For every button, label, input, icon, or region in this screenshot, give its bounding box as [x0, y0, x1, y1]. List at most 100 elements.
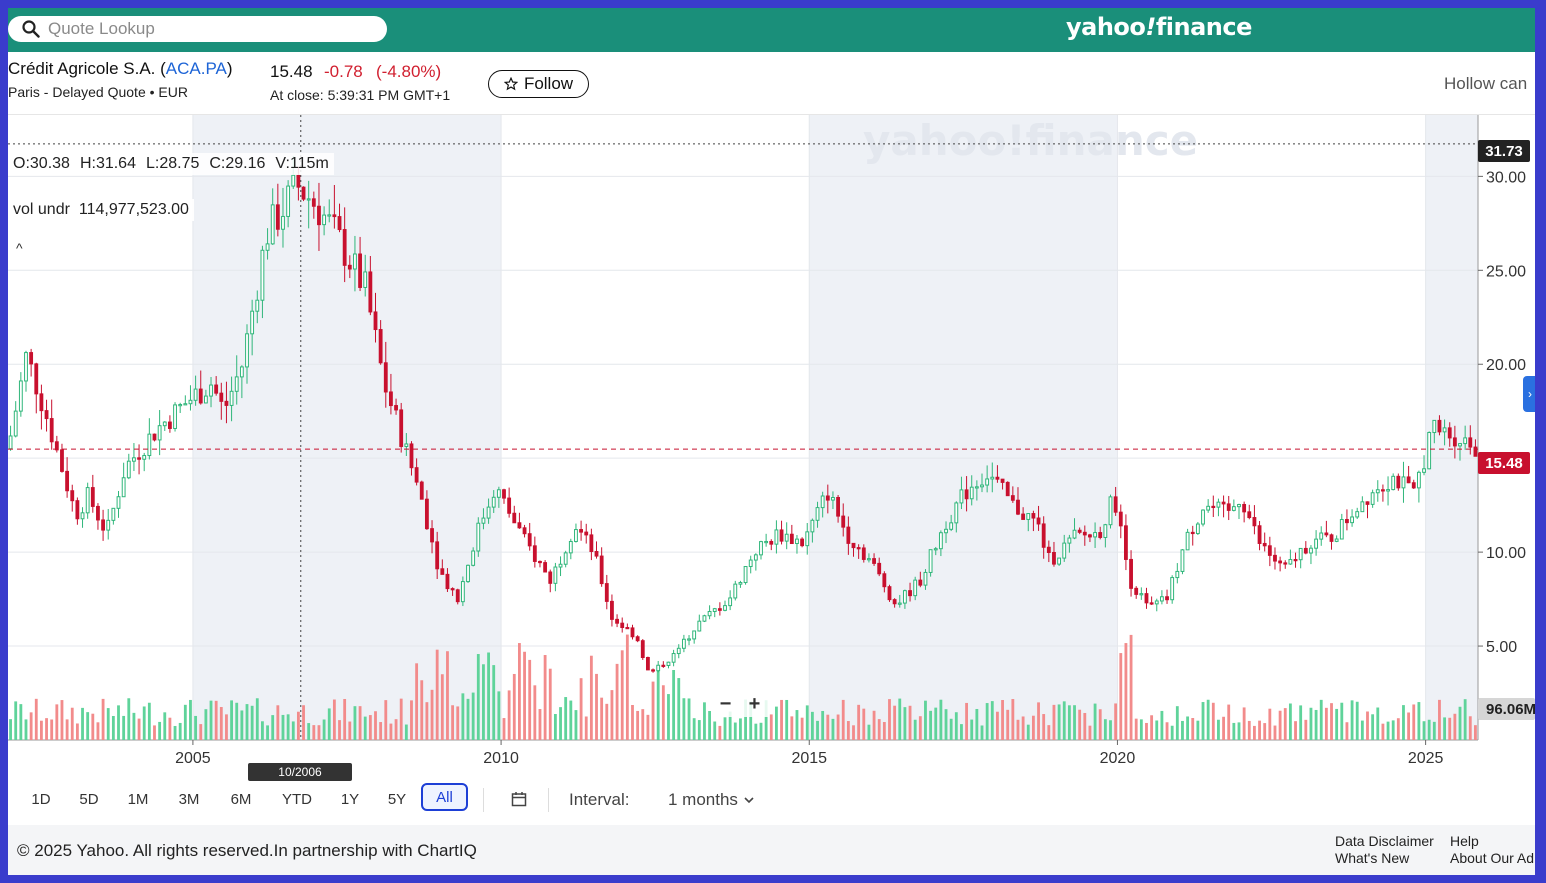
range-5y-button[interactable]: 5Y — [385, 783, 409, 815]
zoom-controls: − + — [711, 691, 769, 717]
price-chart[interactable]: yahoo!finance 30.00 25.00 20.00 10.00 5.00 200… — [8, 115, 1535, 775]
whats-new-link[interactable]: What's New — [1335, 850, 1410, 866]
candle-body — [887, 586, 892, 601]
volume-bar — [1453, 713, 1457, 740]
volume-bar — [800, 717, 804, 740]
ohlc-high: H:31.64 — [79, 155, 136, 172]
help-link[interactable]: Help — [1450, 833, 1479, 849]
calendar-icon[interactable] — [511, 791, 527, 807]
quote-header: Crédit Agricole S.A. (ACA.PA) Paris - De… — [8, 52, 1535, 115]
volume-bar — [1206, 699, 1210, 740]
candle-body — [1057, 557, 1062, 565]
candle-body — [517, 522, 522, 529]
candle-body — [70, 490, 75, 502]
expand-sidebar-button[interactable]: › — [1523, 376, 1535, 412]
volume-bar — [127, 698, 131, 740]
volume-bar — [1278, 710, 1282, 740]
candle-body — [1406, 476, 1411, 484]
star-icon — [503, 77, 518, 91]
ohlc-low: L:28.75 — [145, 155, 200, 172]
volume-bar — [1438, 699, 1441, 740]
candle-body — [255, 299, 260, 312]
volume-bar — [70, 707, 74, 740]
volume-bar — [1067, 705, 1071, 740]
volume-bar — [821, 710, 825, 740]
search-input[interactable] — [46, 18, 370, 40]
range-5d-button[interactable]: 5D — [76, 783, 102, 815]
y-tick-label: 5.00 — [1486, 639, 1517, 656]
range-6m-button[interactable]: 6M — [227, 783, 255, 815]
quote-lookup-search[interactable] — [8, 16, 387, 42]
volume-bar — [759, 722, 763, 740]
volume-bar — [1283, 708, 1287, 740]
candle-body — [568, 540, 573, 554]
volume-bar — [332, 699, 336, 740]
candle-body — [949, 522, 954, 530]
candle-body — [301, 186, 306, 200]
volume-bar — [471, 692, 475, 740]
volume-bar — [399, 698, 403, 740]
volume-bar — [1217, 719, 1220, 740]
candle-body — [574, 529, 578, 542]
candle-body — [897, 602, 902, 605]
follow-button[interactable]: Follow — [488, 70, 589, 98]
range-1d-button[interactable]: 1D — [28, 783, 54, 815]
chart-type-selector[interactable]: Hollow can — [1444, 74, 1528, 93]
zoom-in-button[interactable]: + — [748, 692, 761, 715]
volume-bar — [846, 721, 850, 740]
volume-bar — [225, 714, 228, 740]
candle-body — [373, 311, 378, 331]
volume-bar — [646, 714, 650, 740]
range-all-button[interactable]: All — [421, 783, 468, 811]
volume-bar — [286, 714, 290, 740]
interval-dropdown[interactable]: 1 months — [668, 790, 754, 810]
volume-bar — [410, 700, 413, 740]
volume-bar — [924, 700, 927, 740]
volume-bar — [1263, 723, 1267, 740]
zoom-out-button[interactable]: − — [719, 692, 732, 715]
candle-body — [769, 540, 774, 545]
interval-separator — [548, 788, 549, 812]
volume-bar — [1407, 712, 1411, 740]
candle-body — [1206, 505, 1211, 511]
volume-bar — [1186, 716, 1190, 740]
ticker-symbol[interactable]: ACA.PA — [165, 59, 227, 78]
volume-bar — [595, 673, 598, 740]
candle-body — [219, 392, 224, 402]
volume-bar — [425, 702, 429, 740]
yahoo-finance-logo[interactable]: yahoo!finance — [1066, 13, 1252, 41]
volume-bar — [852, 725, 855, 740]
range-1m-button[interactable]: 1M — [125, 783, 151, 815]
volume-bar — [661, 685, 665, 740]
volume-bar — [528, 659, 532, 740]
candle-body — [1350, 516, 1354, 524]
candle-body — [101, 519, 106, 531]
volume-bar — [1314, 709, 1318, 740]
company-name: Crédit Agricole S.A. (ACA.PA) — [8, 59, 233, 78]
quote-change: -0.78 — [324, 62, 363, 81]
range-1y-button[interactable]: 1Y — [338, 783, 362, 815]
volume-bar — [353, 706, 357, 740]
collapse-caret-icon[interactable]: ^ — [16, 240, 23, 256]
volume-bar — [1150, 715, 1154, 740]
range-3m-button[interactable]: 3M — [175, 783, 203, 815]
volume-bar — [600, 697, 604, 740]
candle-body — [466, 564, 470, 583]
candle-body — [527, 533, 532, 547]
candle-body — [142, 455, 147, 460]
candle-body — [224, 400, 229, 406]
volume-bar — [34, 698, 38, 740]
candle-body — [399, 409, 404, 447]
candle-body — [831, 497, 835, 501]
candle-body — [604, 583, 609, 602]
candle-body — [563, 552, 568, 565]
candle-body — [1170, 577, 1175, 601]
volume-bar — [394, 719, 398, 740]
candle-body — [759, 541, 763, 556]
range-ytd-button[interactable]: YTD — [280, 783, 314, 815]
candle-body — [85, 487, 90, 514]
data-disclaimer-link[interactable]: Data Disclaimer — [1335, 833, 1434, 849]
about-our-ads-link[interactable]: About Our Ad — [1450, 850, 1535, 866]
candle-body — [651, 669, 655, 672]
volume-bar — [862, 708, 866, 740]
